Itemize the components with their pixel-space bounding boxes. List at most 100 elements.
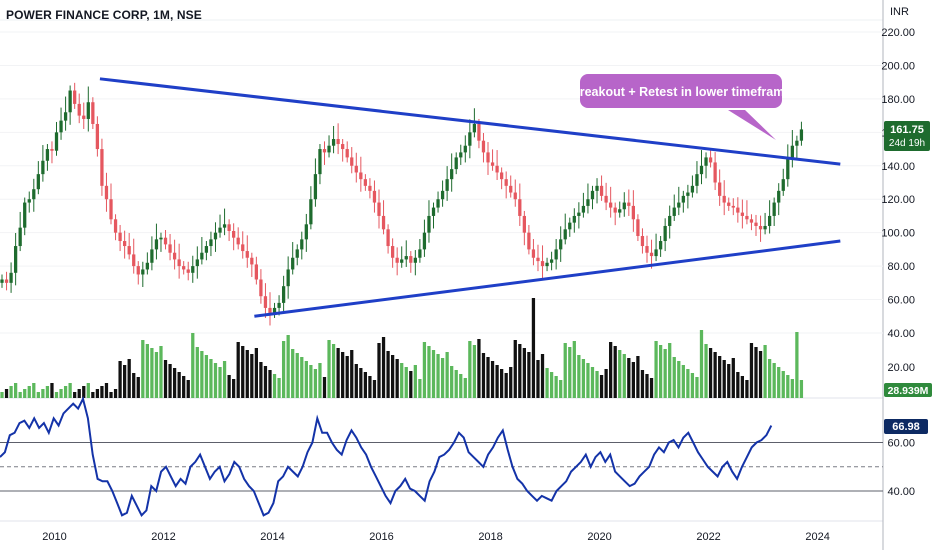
volume-bar [545,368,549,398]
volume-bar [36,392,40,398]
candle-body [400,259,404,263]
volume-bar [631,362,635,398]
candle-body [113,219,118,233]
candle-body [454,157,458,170]
volume-bar [136,377,140,398]
volume-bar [400,363,404,398]
candle-body [795,140,799,146]
volume-bar [227,375,231,398]
candle-body [754,222,758,226]
rsi-tick-label: 60.00 [887,438,915,450]
chart-title: POWER FINANCE CORP, 1M, NSE [6,8,202,22]
candle-body [699,165,704,175]
candle-body [722,195,726,203]
volume-bar [104,383,109,398]
volume-bar [295,353,299,398]
candle-body [100,149,104,186]
volume-bar [263,366,268,398]
volume-bar [486,357,490,398]
candle-body [736,207,740,213]
volume-bar [531,298,536,398]
volume-bar [522,348,526,398]
volume-bar [758,351,763,398]
volume-bar [409,371,413,398]
volume-bar [490,361,495,398]
volume-bar [159,346,163,398]
annotation-text: Breakout + Retest in lower timeframe [571,85,792,99]
volume-bar [418,379,422,398]
candle-body [145,262,149,270]
candle-body [313,174,318,200]
volume-bar [132,373,136,398]
volume-bar [668,343,672,398]
candle-body [159,237,163,240]
candle-body [227,224,231,231]
candle-body [590,190,595,200]
volume-bar [245,350,249,398]
candle-body [63,112,68,121]
volume-bar [577,355,581,398]
candle-body [477,123,481,141]
candle-body [777,190,781,203]
currency-unit: INR [890,6,909,18]
volume-bar [772,363,776,398]
candle-body [54,132,59,151]
candle-body [586,199,590,206]
candle-body [304,224,308,240]
candle-body [300,239,304,250]
volume-bar [708,348,713,398]
volume-bar [440,358,445,398]
volume-bar [481,353,486,398]
candle-body [681,195,685,203]
volume-bar [309,365,313,398]
volume-bar [472,345,477,398]
volume-bar [690,373,695,398]
candle-body [23,202,27,228]
candle-body [504,179,508,186]
volume-bar [45,386,50,398]
volume-bar [172,368,177,398]
volume-bars [0,298,804,398]
volume-bar [677,361,681,398]
volume-bar [23,389,27,398]
volume-bar [168,364,172,398]
candle-body [468,132,472,146]
candle-body [509,185,513,193]
price-badge-value: 161.75 [890,124,924,136]
rsi-tick-label: 40.00 [887,486,915,498]
volume-bar [286,335,290,398]
volume-bar [73,392,77,398]
volume-bar [291,349,295,398]
volume-bar [581,359,586,398]
candle-body [549,259,554,263]
candle-body [141,269,145,275]
volume-bar [300,357,304,398]
volume-bar [32,383,36,398]
volume-bar [327,340,331,398]
candle-body [127,246,131,255]
volume-bar [554,376,558,398]
volume-bar [9,386,13,398]
candle-body [195,259,199,267]
candle-body [372,190,377,203]
candle-body [431,207,436,216]
volume-bar [672,357,676,398]
candle-body [704,157,708,166]
volume-bar [395,359,399,398]
candle-body [622,202,626,210]
volume-bar [113,389,118,398]
volume-bar [549,372,554,398]
volume-bar [795,332,799,398]
candle-body [513,192,517,200]
candle-body [59,120,63,133]
volume-bar [277,378,281,398]
volume-bar [218,367,222,398]
volume-bar [745,380,749,398]
candle-body [609,202,613,208]
candle-body [4,279,9,283]
candle-body [654,249,658,257]
price-tick-label: 80.00 [887,261,915,273]
volume-bar [736,372,740,398]
candle-body [27,199,31,203]
